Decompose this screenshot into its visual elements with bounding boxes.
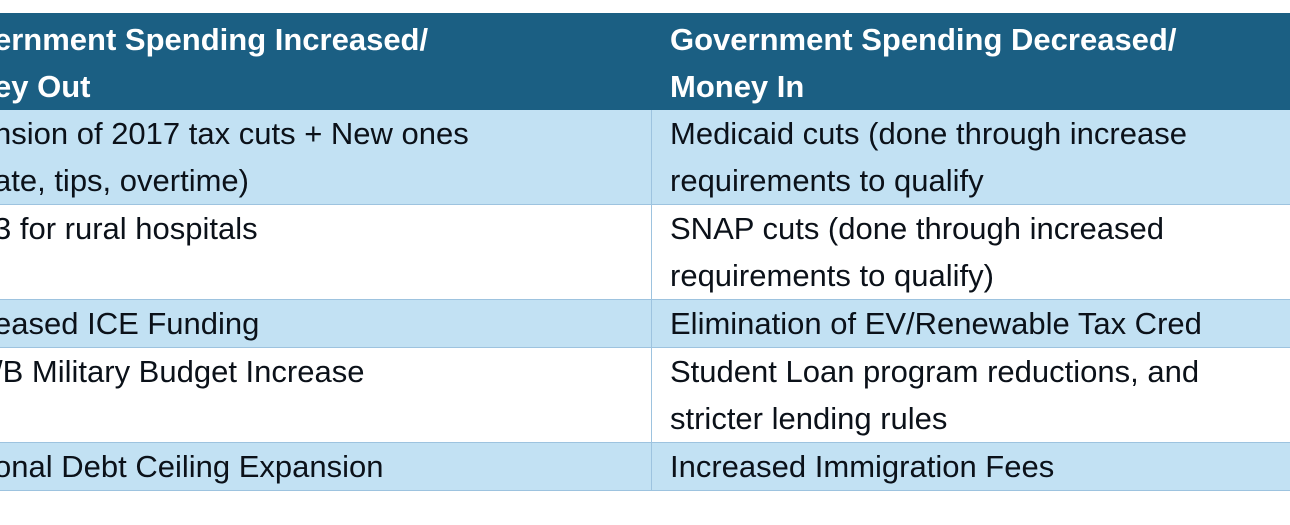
header-text: Government Spending Decreased/ bbox=[670, 22, 1177, 57]
cell-text: Student Loan program reductions, and bbox=[670, 354, 1200, 389]
cell-text: Medicaid cuts (done through increase bbox=[670, 116, 1187, 151]
table-cell-increased: eased ICE Funding bbox=[0, 300, 652, 347]
table-cell-decreased: Elimination of EV/Renewable Tax Cred bbox=[652, 300, 1290, 347]
header-cell-increased: ernment Spending Increased/ ey Out bbox=[0, 13, 652, 109]
cell-text: 3 for rural hospitals bbox=[0, 211, 258, 246]
header-text: ernment Spending Increased/ bbox=[0, 22, 429, 57]
table-row: eased ICE Funding Elimination of EV/Rene… bbox=[0, 300, 1290, 348]
cell-text: Increased Immigration Fees bbox=[670, 449, 1055, 484]
spending-comparison-table: ernment Spending Increased/ ey Out Gover… bbox=[0, 13, 1290, 491]
cell-text: stricter lending rules bbox=[670, 401, 948, 436]
cell-text: onal Debt Ceiling Expansion bbox=[0, 449, 384, 484]
cell-text: requirements to qualify) bbox=[670, 258, 994, 293]
cell-text: eased ICE Funding bbox=[0, 306, 260, 341]
header-text: Money In bbox=[670, 69, 805, 104]
table-cell-decreased: Medicaid cuts (done through increase req… bbox=[652, 110, 1290, 204]
table-cell-increased: /B Military Budget Increase bbox=[0, 348, 652, 442]
table-cell-decreased: Increased Immigration Fees bbox=[652, 443, 1290, 490]
cell-text: SNAP cuts (done through increased bbox=[670, 211, 1165, 246]
table-row: /B Military Budget Increase Student Loan… bbox=[0, 348, 1290, 443]
header-cell-decreased: Government Spending Decreased/ Money In bbox=[652, 13, 1290, 109]
cell-text: ate, tips, overtime) bbox=[0, 163, 249, 198]
table-cell-increased: nsion of 2017 tax cuts + New ones ate, t… bbox=[0, 110, 652, 204]
cell-text: /B Military Budget Increase bbox=[0, 354, 365, 389]
table-row: onal Debt Ceiling Expansion Increased Im… bbox=[0, 443, 1290, 491]
header-text: ey Out bbox=[0, 69, 91, 104]
cell-text: Elimination of EV/Renewable Tax Cred bbox=[670, 306, 1202, 341]
table-cell-increased: 3 for rural hospitals bbox=[0, 205, 652, 299]
cell-text: requirements to qualify bbox=[670, 163, 984, 198]
table-row: 3 for rural hospitals SNAP cuts (done th… bbox=[0, 205, 1290, 300]
table-header-row: ernment Spending Increased/ ey Out Gover… bbox=[0, 13, 1290, 110]
table-cell-decreased: Student Loan program reductions, and str… bbox=[652, 348, 1290, 442]
table-row: nsion of 2017 tax cuts + New ones ate, t… bbox=[0, 110, 1290, 205]
cell-text: nsion of 2017 tax cuts + New ones bbox=[0, 116, 469, 151]
table-cell-decreased: SNAP cuts (done through increased requir… bbox=[652, 205, 1290, 299]
table-cell-increased: onal Debt Ceiling Expansion bbox=[0, 443, 652, 490]
